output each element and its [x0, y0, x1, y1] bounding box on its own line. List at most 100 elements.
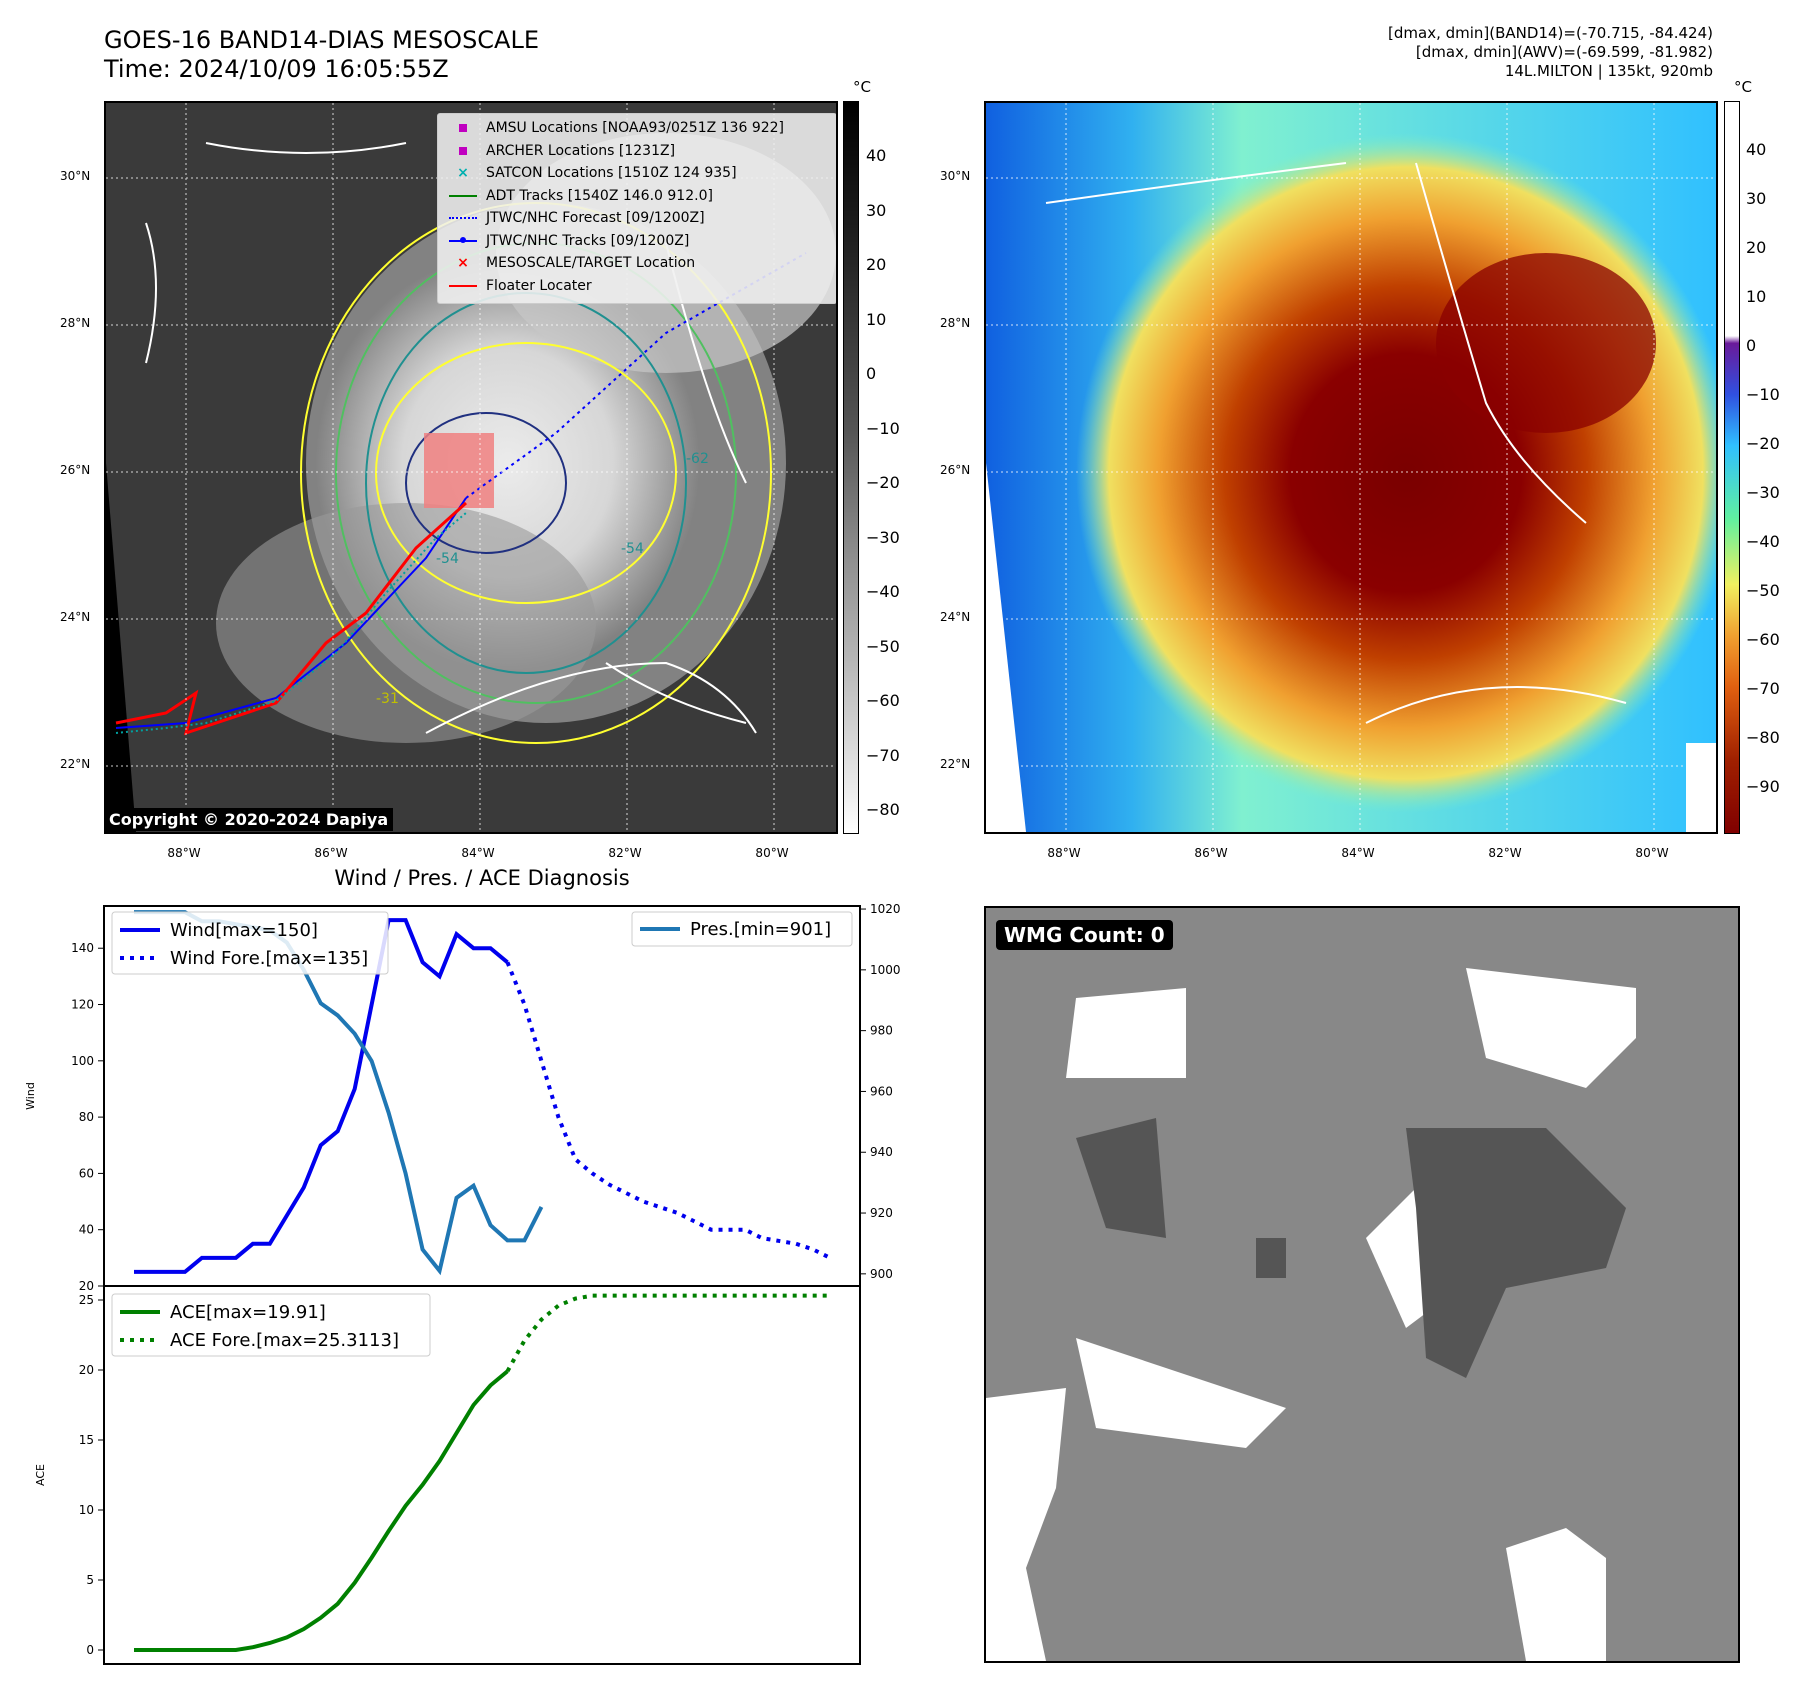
legend-marker-icon	[446, 233, 480, 249]
color-lat-28: 28°N	[940, 316, 971, 330]
legend-wind-label: Wind[max=150]	[170, 920, 318, 941]
contour-label-3: -62	[686, 451, 709, 467]
legend-pressure-label: Pres.[min=901]	[690, 919, 831, 940]
colorbar-tick: −50	[866, 636, 900, 656]
legend-label: MESOSCALE/TARGET Location	[486, 255, 696, 271]
storm-info: [dmax, dmin](BAND14)=(-70.715, -84.424) …	[1388, 24, 1713, 81]
pressure-tick-label: 940	[870, 1145, 893, 1159]
ace-tick-label: 25	[79, 1293, 94, 1307]
title-line-2: Time: 2024/10/09 16:05:55Z	[104, 55, 449, 83]
ir-colorbar	[843, 101, 859, 834]
color-map-svg	[986, 103, 1716, 832]
ace-legend-box	[111, 1293, 431, 1357]
wind-legend-box	[111, 911, 389, 975]
legend-marker-icon	[446, 278, 480, 294]
color-colorbar-unit: °C	[1734, 78, 1752, 96]
ir-lon-82: 82°W	[608, 846, 642, 860]
legend-marker-icon: ×	[457, 165, 469, 181]
colorbar-tick: 40	[1746, 140, 1767, 159]
color-lat-30: 30°N	[940, 169, 971, 183]
series-line-0	[134, 918, 509, 1274]
map-legend: AMSU Locations [NOAA93/0251Z 136 922] ARC…	[437, 113, 836, 304]
legend-marker-icon	[446, 143, 480, 159]
info-line-awv: [dmax, dmin](AWV)=(-69.599, -81.982)	[1415, 43, 1713, 61]
colorbar-tick: −20	[866, 473, 900, 492]
wind-tick-label: 140	[71, 941, 94, 955]
ace-series-line-1	[505, 1293, 830, 1373]
legend-ace-label: ACE[max=19.91]	[170, 1302, 326, 1323]
ace-axis-label: ACE	[34, 1464, 47, 1486]
colorbar-tick: −40	[866, 582, 900, 601]
pressure-tick-label: 1000	[870, 963, 900, 977]
colorbar-tick: −80	[1746, 728, 1780, 747]
legend-item: Floater Locater	[446, 276, 592, 296]
ir-lat-22: 22°N	[60, 757, 91, 771]
colorbar-tick: −60	[866, 691, 900, 710]
colorbar-tick: −90	[1746, 777, 1780, 796]
contour-label-4: -31	[376, 691, 399, 707]
diagnosis-chart-svg: 2040608010012014090092094096098010001020…	[24, 902, 900, 1665]
colorbar-tick: −50	[1746, 581, 1780, 600]
colorbar-tick: −10	[1746, 385, 1780, 404]
series-line-1	[505, 961, 831, 1260]
ace-chart-frame	[103, 1285, 861, 1665]
colorbar-tick: −80	[866, 800, 900, 819]
legend-label: ADT Tracks [1540Z 146.0 912.0]	[486, 187, 713, 204]
color-lon-82: 82°W	[1488, 846, 1522, 860]
ace-series-line-0	[134, 1369, 509, 1652]
color-lon-86: 86°W	[1194, 846, 1228, 860]
legend-marker-icon: ×	[457, 255, 469, 271]
colorbar-tick: −20	[1746, 434, 1780, 453]
ir-colorbar-unit: °C	[853, 78, 871, 96]
pressure-legend-box	[631, 911, 853, 947]
contour-label-1: -54	[436, 551, 459, 567]
legend-marker-icon	[446, 210, 480, 226]
title-line-1: GOES-16 BAND14-DIAS MESOSCALE	[104, 26, 540, 54]
contour-label-2: -54	[621, 541, 644, 557]
diagnosis-title: Wind / Pres. / ACE Diagnosis	[334, 866, 630, 890]
colorbar-tick: 0	[866, 364, 877, 383]
color-colorbar	[1724, 101, 1740, 834]
legend-label: JTWC/NHC Forecast [09/1200Z]	[486, 210, 705, 226]
legend-marker-icon	[446, 120, 480, 136]
color-lon-80: 80°W	[1635, 846, 1669, 860]
ace-tick-label: 15	[79, 1433, 94, 1447]
legend-label: Floater Locater	[486, 277, 592, 294]
colorbar-tick: −30	[866, 527, 900, 547]
legend-label: SATCON Locations [1510Z 124 935]	[486, 165, 737, 181]
info-line-storm: 14L.MILTON | 135kt, 920mb	[1504, 62, 1713, 80]
wind-axis-label: Wind	[24, 1082, 37, 1110]
ace-tick-label: 20	[79, 1363, 94, 1377]
legend-wind-fore-label: Wind Fore.[max=135]	[170, 948, 368, 969]
colorbar-tick: 40	[866, 146, 887, 165]
colorbar-tick: 20	[1746, 238, 1767, 257]
colorbar-tick: 10	[1746, 287, 1767, 306]
colorbar-tick: 30	[866, 200, 887, 220]
ir-lat-30: 30°N	[60, 169, 91, 183]
ir-lat-28: 28°N	[60, 316, 91, 330]
ir-lon-84: 84°W	[461, 846, 495, 860]
wind-tick-label: 80	[79, 1110, 94, 1124]
ir-lon-88: 88°W	[167, 846, 201, 860]
legend-item: × SATCON Locations [1510Z 124 935]	[446, 163, 737, 183]
ir-satellite-panel: -54 -54 -62 -31 AMSU Locations [NOAA93/0…	[104, 101, 838, 834]
legend-item: AMSU Locations [NOAA93/0251Z 136 922]	[446, 118, 784, 138]
figure-title: GOES-16 BAND14-DIAS MESOSCALE Time: 2024…	[104, 26, 539, 84]
legend-ace-fore-label: ACE Fore.[max=25.3113]	[170, 1330, 399, 1351]
pressure-tick-label: 980	[870, 1024, 893, 1038]
wmg-count-label: WMG Count: 0	[996, 920, 1173, 950]
pressure-tick-label: 960	[870, 1084, 893, 1098]
colorbar-tick: −30	[1746, 483, 1780, 502]
wmg-panel	[984, 906, 1740, 1663]
color-lat-26: 26°N	[940, 463, 971, 477]
pressure-tick-label: 900	[870, 1267, 893, 1281]
colorbar-tick: 30	[1746, 189, 1767, 208]
color-lat-22: 22°N	[940, 757, 971, 771]
wind-tick-label: 120	[71, 998, 94, 1012]
mesoscale-target-box	[424, 433, 494, 508]
color-lon-84: 84°W	[1341, 846, 1375, 860]
ace-tick-label: 10	[79, 1503, 94, 1517]
colorbar-tick: −10	[866, 418, 900, 438]
legend-label: JTWC/NHC Tracks [09/1200Z]	[486, 232, 690, 249]
colorbar-tick: −70	[866, 745, 900, 765]
